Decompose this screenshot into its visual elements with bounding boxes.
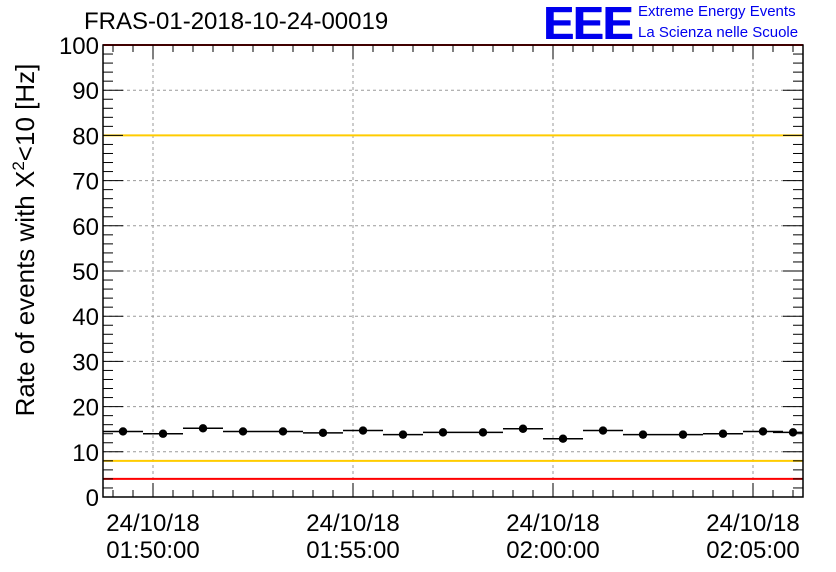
x-tick-label-date: 24/10/18 <box>706 510 799 537</box>
data-point <box>758 427 768 436</box>
data-point <box>788 428 798 437</box>
y-tick-label: 10 <box>72 440 99 467</box>
y-tick-label: 100 <box>59 33 99 60</box>
x-tick-label-time: 02:05:00 <box>706 537 799 564</box>
data-series <box>103 424 803 443</box>
y-tick-label: 0 <box>86 485 99 512</box>
y-tick-label: 20 <box>72 395 99 422</box>
data-point <box>398 430 408 439</box>
data-point <box>638 430 648 439</box>
data-point <box>118 427 128 436</box>
data-point <box>718 429 728 438</box>
data-point <box>478 428 488 437</box>
y-tick-label: 70 <box>72 169 99 196</box>
logo-mark: EEE <box>543 0 633 49</box>
reference-lines <box>103 44 803 480</box>
data-point <box>278 427 288 436</box>
y-tick-label: 40 <box>72 304 99 331</box>
axes <box>102 44 804 498</box>
x-tick-label-date: 24/10/18 <box>306 510 399 537</box>
logo-line-1: Extreme Energy Events <box>638 3 796 20</box>
y-tick-label: 90 <box>72 78 99 105</box>
y-tick-label: 30 <box>72 349 99 376</box>
x-tick-label-time: 02:00:00 <box>506 537 599 564</box>
eee-logo: EEE Extreme Energy Events La Scienza nel… <box>540 0 836 49</box>
data-point <box>318 428 328 438</box>
grid <box>103 45 803 497</box>
x-tick-label-time: 01:50:00 <box>106 537 199 564</box>
data-point <box>518 424 528 433</box>
y-tick-label: 80 <box>72 123 99 150</box>
y-tick-label: 50 <box>72 259 99 286</box>
data-point <box>158 429 168 438</box>
plot-frame <box>102 44 804 498</box>
data-point <box>558 434 568 443</box>
data-point <box>438 428 448 437</box>
x-tick-label-date: 24/10/18 <box>506 510 599 537</box>
data-point <box>678 430 688 439</box>
data-point <box>238 427 248 436</box>
data-point <box>598 426 608 435</box>
x-tick-label-date: 24/10/18 <box>106 510 199 537</box>
data-point <box>198 424 208 433</box>
y-axis-label: Rate of events with X2<10 [Hz] <box>9 64 40 417</box>
logo-line-2: La Scienza nelle Scuole <box>638 24 799 41</box>
y-tick-label: 60 <box>72 214 99 241</box>
data-point <box>358 426 368 435</box>
x-tick-label-time: 01:55:00 <box>306 537 399 564</box>
tick-labels: 010203040506070809010024/10/1801:50:0024… <box>59 33 800 564</box>
chart-title: FRAS-01-2018-10-24-00019 <box>84 8 389 35</box>
